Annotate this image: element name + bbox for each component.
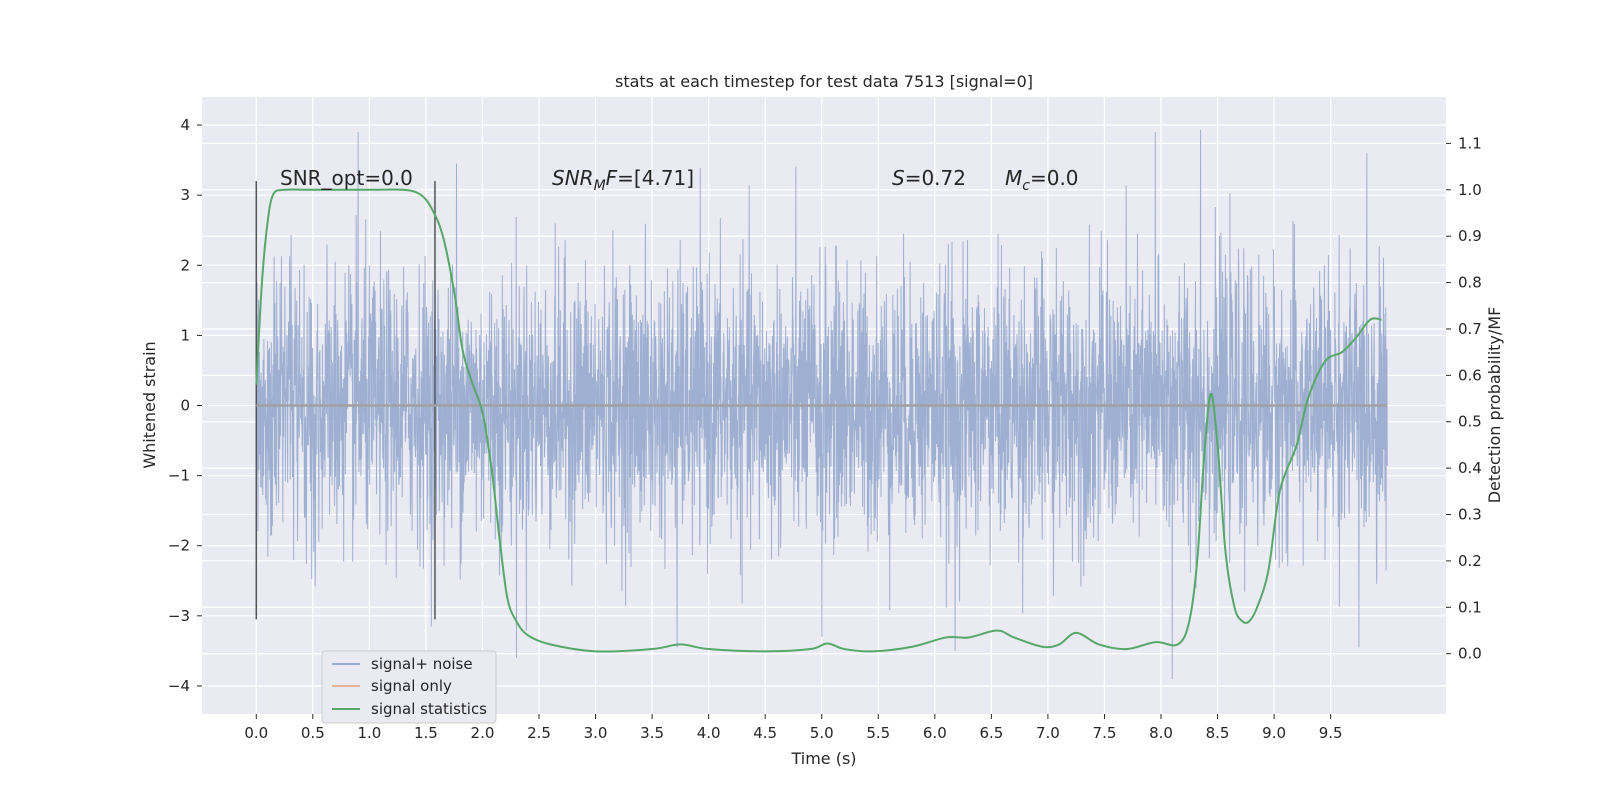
y-axis-label: Whitened strain [140, 341, 159, 468]
y-tick-label: 2 [180, 256, 190, 274]
x-tick-label: 7.5 [1093, 724, 1117, 742]
y-right-tick-label: 1.1 [1458, 134, 1482, 152]
y-tick-label: −2 [168, 537, 190, 555]
annotations: SNR_opt=0.0 SNRMF=[4.71] S=0.72 Mc=0.0 [280, 166, 1079, 194]
y-right-tick-label: 0.0 [1458, 645, 1482, 663]
y-tick-label: 3 [180, 186, 190, 204]
x-tick-label: 4.5 [753, 724, 777, 742]
y-right-tick-label: 0.7 [1458, 320, 1482, 338]
x-tick-label: 3.0 [584, 724, 608, 742]
x-tick-label: 3.5 [640, 724, 664, 742]
y-right-tick-label: 0.5 [1458, 413, 1482, 431]
x-tick-label: 9.0 [1262, 724, 1286, 742]
y-tick-label: −4 [168, 677, 190, 695]
signal-noise-series [255, 129, 1388, 679]
x-tick-label: 5.5 [866, 724, 890, 742]
y-right-tick-label: 0.4 [1458, 459, 1482, 477]
x-tick-label: 0.0 [244, 724, 268, 742]
x-tick-label: 9.5 [1319, 724, 1343, 742]
legend-label-signal-only: signal only [371, 677, 452, 695]
y-right-axis-label: Detection probability/MF [1485, 307, 1504, 504]
y-right-tick-label: 0.2 [1458, 552, 1482, 570]
x-tick-label: 1.5 [414, 724, 438, 742]
y-tick-label: 4 [180, 116, 190, 134]
axis-ticks: 0.0 0.5 1.0 1.5 2.0 2.5 3.0 3.5 4.0 4.5 5.0 5.5 6.0 6… [168, 116, 1482, 742]
y-right-tick-label: 0.1 [1458, 598, 1482, 616]
signal-noise-line [255, 129, 1388, 679]
y-tick-label: 0 [180, 397, 190, 415]
y-tick-label: −1 [168, 467, 190, 485]
legend-label-signal-statistics: signal statistics [371, 700, 487, 718]
y-tick-label: 1 [180, 326, 190, 344]
y-tick-label: −3 [168, 607, 190, 625]
x-tick-label: 6.5 [979, 724, 1003, 742]
y-right-tick-label: 0.3 [1458, 506, 1482, 524]
x-tick-label: 2.5 [527, 724, 551, 742]
y-right-tick-label: 0.8 [1458, 274, 1482, 292]
y-right-tick-label: 1.0 [1458, 181, 1482, 199]
x-tick-label: 7.0 [1036, 724, 1060, 742]
x-tick-label: 0.5 [301, 724, 325, 742]
x-tick-label: 5.0 [810, 724, 834, 742]
vertical-markers [255, 181, 436, 620]
x-axis-label: Time (s) [790, 749, 856, 768]
x-tick-label: 6.0 [923, 724, 947, 742]
x-tick-label: 2.0 [471, 724, 495, 742]
y-right-tick-label: 0.6 [1458, 366, 1482, 384]
x-tick-label: 8.5 [1206, 724, 1230, 742]
x-tick-label: 1.0 [357, 724, 381, 742]
legend-label-signal-noise: signal+ noise [371, 655, 473, 673]
signal-statistics-line [255, 188, 1382, 653]
annotation-mc: Mc=0.0 [1005, 166, 1079, 194]
y-right-tick-label: 0.9 [1458, 227, 1482, 245]
chart-title: stats at each timestep for test data 751… [615, 72, 1033, 91]
x-tick-label: 8.0 [1149, 724, 1173, 742]
x-tick-label: 4.0 [697, 724, 721, 742]
annotation-snr-mf: SNRMF=[4.71] [552, 166, 694, 194]
line-series [255, 188, 1388, 653]
annotation-s: S=0.72 [892, 166, 966, 190]
annotation-snr-opt: SNR_opt=0.0 [280, 166, 413, 190]
legend-box [321, 650, 497, 724]
legend: signal+ noise signal only signal statist… [321, 650, 497, 724]
